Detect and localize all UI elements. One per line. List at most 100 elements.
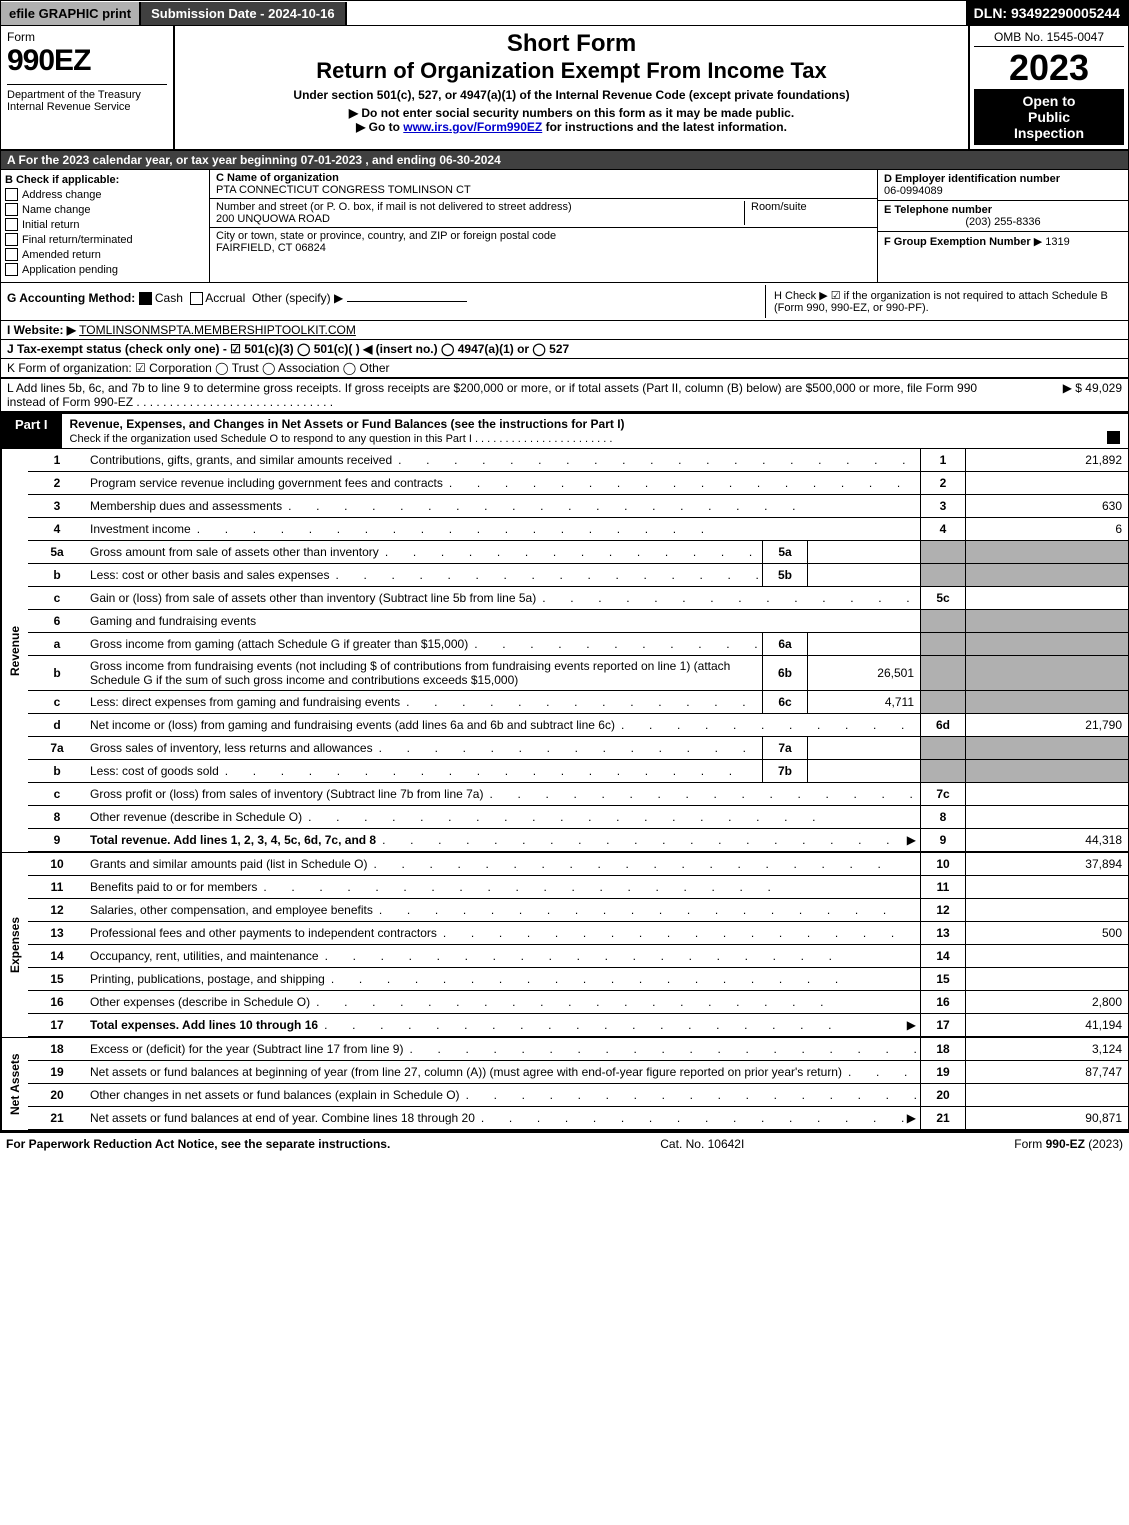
line-description: Program service revenue including govern… [86, 472, 920, 494]
phone-cell: E Telephone number (203) 255-8336 [878, 201, 1128, 232]
line-row: 7aGross sales of inventory, less returns… [28, 737, 1128, 760]
chk-initial-return[interactable]: Initial return [5, 218, 205, 231]
line-value: 500 [965, 922, 1128, 944]
line-value: 2,800 [965, 991, 1128, 1013]
line-value [965, 876, 1128, 898]
dots: . . . . . . . . . . . . . . . . . . . [329, 568, 758, 582]
line-description: Gross income from gaming (attach Schedul… [86, 633, 762, 655]
line-value: 37,894 [965, 853, 1128, 875]
line-description: Contributions, gifts, grants, and simila… [86, 449, 920, 471]
line-description: Benefits paid to or for members . . . . … [86, 876, 920, 898]
chk-address-change[interactable]: Address change [5, 188, 205, 201]
dots: . . . . . . . . . . . . . . . . . . . . … [136, 395, 333, 409]
right-line-number [920, 737, 965, 759]
chk-final-return[interactable]: Final return/terminated [5, 233, 205, 246]
line-description: Grants and similar amounts paid (list in… [86, 853, 920, 875]
form-number: 990EZ [7, 44, 167, 78]
line-number: 5a [28, 541, 86, 563]
line-description: Net income or (loss) from gaming and fun… [86, 714, 920, 736]
line-number: 4 [28, 518, 86, 540]
line-value: 630 [965, 495, 1128, 517]
irs-link[interactable]: www.irs.gov/Form990EZ [403, 120, 542, 134]
line-value: 3,124 [965, 1038, 1128, 1060]
group-exemption-cell: F Group Exemption Number ▶ 1319 [878, 232, 1128, 251]
mid-line-number: 6b [762, 656, 807, 690]
ein-cell: D Employer identification number 06-0994… [878, 170, 1128, 201]
line-row: 4Investment income . . . . . . . . . . .… [28, 518, 1128, 541]
right-line-number: 3 [920, 495, 965, 517]
header-center: Short Form Return of Organization Exempt… [175, 26, 970, 149]
right-line-number: 12 [920, 899, 965, 921]
line-value [965, 691, 1128, 713]
line-description: Less: cost or other basis and sales expe… [86, 564, 762, 586]
ein-value: 06-0994089 [884, 185, 943, 197]
line-number: 18 [28, 1038, 86, 1060]
dots: . . . . . . . . . . . . . . . . . . . [367, 857, 916, 871]
right-line-number: 18 [920, 1038, 965, 1060]
right-line-number: 11 [920, 876, 965, 898]
dots: . . . . . . . . . . . . . . . . . . . [219, 764, 758, 778]
dots: . . . . . . . . . . . . . . . . . . . [379, 545, 758, 559]
efile-print-button[interactable]: efile GRAPHIC print [1, 2, 141, 25]
section-b: B Check if applicable: Address change Na… [1, 170, 210, 282]
chk-amended-return[interactable]: Amended return [5, 248, 205, 261]
line-number: 3 [28, 495, 86, 517]
goto-suffix: for instructions and the latest informat… [546, 120, 787, 134]
line-row: 16Other expenses (describe in Schedule O… [28, 991, 1128, 1014]
addr-label: Number and street (or P. O. box, if mail… [216, 201, 572, 213]
line-description: Printing, publications, postage, and shi… [86, 968, 920, 990]
line-value [965, 610, 1128, 632]
line-description: Net assets or fund balances at end of ye… [86, 1107, 920, 1129]
dots: . . . . . . . . . . . . . . . . . . . [615, 718, 916, 732]
checkbox-icon [5, 248, 18, 261]
section-a-row: A For the 2023 calendar year, or tax yea… [0, 151, 1129, 170]
line-row: 21Net assets or fund balances at end of … [28, 1107, 1128, 1130]
addr-value: 200 UNQUOWA ROAD [216, 213, 330, 225]
line-value [965, 899, 1128, 921]
city-label: City or town, state or province, country… [216, 230, 556, 242]
mid-line-value: 4,711 [807, 691, 920, 713]
dots: . . . . . . . . . . . . . . . . . . . [325, 972, 916, 986]
line-number: 8 [28, 806, 86, 828]
line-value: 90,871 [965, 1107, 1128, 1129]
line-row: 1Contributions, gifts, grants, and simil… [28, 449, 1128, 472]
line-row: cGain or (loss) from sale of assets othe… [28, 587, 1128, 610]
line-value: 41,194 [965, 1014, 1128, 1036]
arrow-icon: ▶ [907, 1018, 916, 1032]
line-row: 2Program service revenue including gover… [28, 472, 1128, 495]
line-description: Gross sales of inventory, less returns a… [86, 737, 762, 759]
chk-application-pending[interactable]: Application pending [5, 263, 205, 276]
part1-tab: Part I [1, 414, 62, 448]
room-label: Room/suite [751, 201, 807, 213]
section-l: L Add lines 5b, 6c, and 7b to line 9 to … [0, 379, 1129, 413]
line-description: Salaries, other compensation, and employ… [86, 899, 920, 921]
right-line-number: 6d [920, 714, 965, 736]
section-i: I Website: ▶ TOMLINSONMSPTA.MEMBERSHIPTO… [0, 321, 1129, 340]
line-value [965, 656, 1128, 690]
right-line-number: 13 [920, 922, 965, 944]
checkbox-filled-icon [1107, 431, 1120, 444]
dots: . . . . . . . . . . . . . . . . . . . [468, 637, 758, 651]
line-number: d [28, 714, 86, 736]
line-number: 19 [28, 1061, 86, 1083]
l-text: L Add lines 5b, 6c, and 7b to line 9 to … [7, 381, 1002, 409]
line-number: c [28, 691, 86, 713]
checkbox-icon [5, 218, 18, 231]
dots: . . . . . . . . . . . . . . . . . . . [319, 949, 916, 963]
footer-mid: Cat. No. 10642I [660, 1137, 744, 1151]
right-line-number: 8 [920, 806, 965, 828]
line-value [965, 968, 1128, 990]
section-j: J Tax-exempt status (check only one) - ☑… [0, 340, 1129, 359]
instructions-link-line: ▶ Go to www.irs.gov/Form990EZ for instru… [183, 120, 960, 134]
chk-name-change[interactable]: Name change [5, 203, 205, 216]
line-number: 2 [28, 472, 86, 494]
dln-label: DLN: 93492290005244 [966, 1, 1128, 25]
dots: . . . . . . . . . . . . . . . . . . . [310, 995, 916, 1009]
dots: . . . . . . . . . . . . . . . . . . . [475, 1111, 907, 1125]
phone-value: (203) 255-8336 [884, 216, 1122, 228]
line-description: Occupancy, rent, utilities, and maintena… [86, 945, 920, 967]
line-row: 19Net assets or fund balances at beginni… [28, 1061, 1128, 1084]
right-line-number: 2 [920, 472, 965, 494]
dots: . . . . . . . . . . . . . . . . . . . [443, 476, 916, 490]
header-left: Form 990EZ Department of the Treasury In… [1, 26, 175, 149]
